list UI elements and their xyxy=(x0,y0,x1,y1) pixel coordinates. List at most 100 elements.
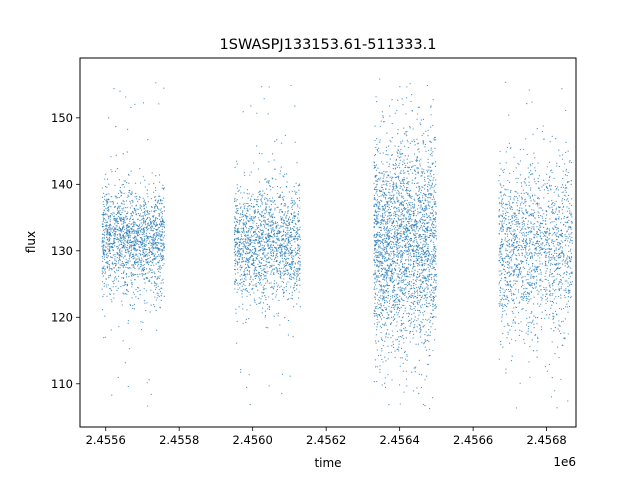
data-point xyxy=(110,299,112,301)
data-point xyxy=(239,247,241,250)
data-point xyxy=(243,232,245,234)
data-point xyxy=(406,253,408,256)
data-point xyxy=(419,286,422,288)
data-point xyxy=(123,271,125,273)
data-point xyxy=(107,230,109,233)
data-point xyxy=(378,303,380,305)
data-point xyxy=(160,211,162,213)
data-point xyxy=(153,191,155,193)
data-point xyxy=(432,297,435,300)
data-point xyxy=(376,191,378,193)
data-point xyxy=(270,228,272,230)
data-point xyxy=(254,269,256,271)
data-point xyxy=(429,173,431,175)
data-point xyxy=(412,282,414,285)
data-point xyxy=(391,214,393,216)
data-point xyxy=(155,175,157,177)
data-point xyxy=(153,281,156,283)
data-point xyxy=(276,282,278,284)
data-point xyxy=(418,359,420,361)
data-point xyxy=(235,211,237,213)
data-point xyxy=(261,269,263,271)
data-point xyxy=(392,335,394,337)
data-point xyxy=(283,242,285,244)
data-point xyxy=(256,234,258,236)
data-point xyxy=(299,265,301,267)
data-point xyxy=(434,304,437,306)
data-point xyxy=(120,195,122,197)
data-point xyxy=(416,166,418,169)
data-point xyxy=(103,252,105,254)
data-point xyxy=(127,226,129,228)
data-point xyxy=(127,230,129,232)
data-point xyxy=(272,201,274,203)
data-point xyxy=(420,258,423,260)
data-point xyxy=(282,196,284,198)
data-point xyxy=(113,215,115,217)
data-point xyxy=(420,191,422,194)
data-point xyxy=(130,246,132,248)
data-point xyxy=(278,312,280,314)
data-point xyxy=(405,226,407,228)
data-point xyxy=(278,239,281,241)
data-point xyxy=(433,189,435,191)
data-point xyxy=(139,196,141,198)
data-point xyxy=(118,254,121,257)
data-point xyxy=(409,264,411,267)
data-point xyxy=(121,250,123,252)
data-point xyxy=(119,259,121,261)
data-point xyxy=(397,296,399,299)
data-point xyxy=(127,235,130,237)
data-point xyxy=(419,330,421,332)
data-point xyxy=(104,271,107,273)
data-point xyxy=(241,282,243,284)
data-point xyxy=(295,231,297,233)
data-point xyxy=(234,268,236,271)
data-point xyxy=(382,189,384,191)
data-point xyxy=(399,335,401,338)
data-point xyxy=(161,187,163,189)
data-point xyxy=(109,223,112,225)
data-point xyxy=(128,266,130,269)
data-point xyxy=(413,234,415,236)
data-point xyxy=(241,261,243,263)
data-point xyxy=(422,282,424,284)
data-point xyxy=(151,247,153,249)
data-point xyxy=(255,283,257,285)
data-point xyxy=(132,266,134,268)
data-point xyxy=(399,86,401,88)
data-point xyxy=(104,185,107,188)
data-point xyxy=(419,201,421,203)
data-point xyxy=(431,212,434,214)
data-point xyxy=(373,204,375,206)
data-point xyxy=(377,307,379,309)
data-point xyxy=(391,316,393,318)
data-point xyxy=(293,306,295,308)
data-point xyxy=(387,336,389,338)
data-point xyxy=(253,270,255,272)
data-point xyxy=(110,206,112,208)
data-point xyxy=(143,252,145,255)
data-point xyxy=(408,173,410,175)
data-point xyxy=(243,206,245,208)
data-point xyxy=(133,248,135,250)
data-point xyxy=(253,206,256,208)
data-point xyxy=(423,229,426,231)
data-point xyxy=(131,229,133,231)
data-point xyxy=(113,237,116,239)
data-point xyxy=(273,272,275,274)
data-point xyxy=(266,224,268,226)
data-point xyxy=(161,293,163,295)
data-point xyxy=(155,228,157,231)
data-point xyxy=(102,266,104,268)
data-point xyxy=(297,206,299,208)
data-point xyxy=(135,253,137,255)
data-point xyxy=(283,234,285,236)
data-point xyxy=(284,252,286,254)
data-point xyxy=(420,226,422,228)
data-point xyxy=(116,225,118,227)
data-point xyxy=(409,284,411,286)
data-point xyxy=(159,195,161,197)
data-point xyxy=(428,348,430,351)
data-point xyxy=(139,214,141,217)
